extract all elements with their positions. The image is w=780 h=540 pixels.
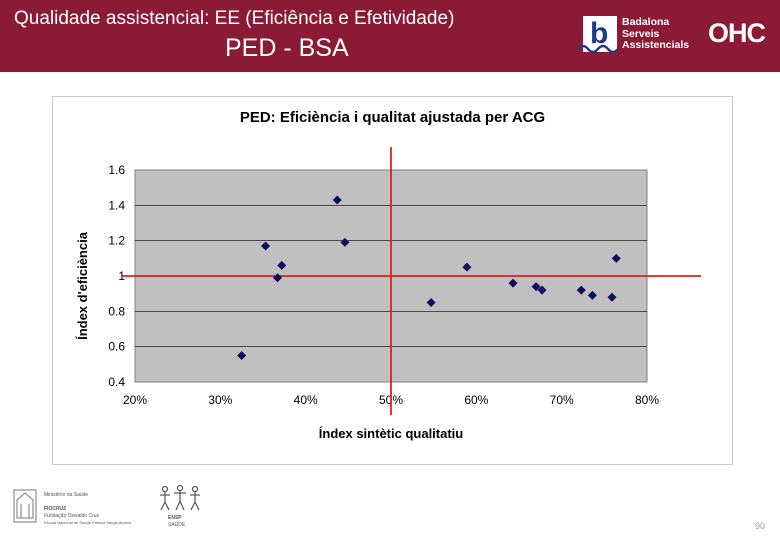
chart-title: PED: Eficiència i qualitat ajustada per …: [240, 109, 545, 126]
y-tick-label: 1.2: [108, 234, 125, 248]
data-point: [587, 290, 597, 300]
x-tick-label: 70%: [550, 393, 574, 407]
footer-school-text: Escola Nacional de Saúde Pública Sergio …: [44, 520, 132, 525]
data-point: [273, 273, 283, 283]
footer-ensp-text: ENSP: [168, 515, 182, 521]
page-number: 90: [755, 521, 766, 531]
data-point: [332, 195, 342, 205]
data-point: [237, 351, 247, 360]
footer-health-text: SAÚDE: [168, 522, 186, 528]
y-axis-label: Índex d'eficiència: [75, 231, 90, 340]
y-tick-label: 1.6: [108, 163, 125, 177]
y-tick-label: 0.4: [108, 375, 125, 389]
data-point: [426, 298, 436, 307]
badalona-logo-text: Badalona Serveis Assistencials: [622, 16, 690, 51]
y-tick-label: 1.4: [108, 198, 125, 212]
ohc-logo: OHC: [708, 18, 766, 48]
x-tick-label: 60%: [464, 393, 488, 407]
chart-container: PED: Eficiència i qualitat ajustada per …: [52, 96, 733, 465]
x-tick-label: 80%: [635, 393, 659, 407]
x-tick-label: 20%: [123, 393, 147, 407]
badalona-logo: b Badalona Serveis Assistencials: [578, 16, 706, 54]
y-tick-label: 0.8: [108, 304, 125, 318]
badalona-logo-letter: b: [590, 17, 609, 50]
footer-foundation-text: Fundação Oswaldo Cruz: [44, 513, 100, 519]
data-point: [340, 237, 350, 247]
x-axis-label: Índex sintètic qualitatiu: [319, 426, 464, 441]
data-point: [531, 282, 541, 292]
footer-fiocruz-text: FIOCRUZ: [44, 506, 67, 512]
data-point: [462, 262, 472, 272]
data-point: [607, 292, 617, 302]
data-point: [508, 278, 518, 288]
slide-title: Qualidade assistencial: EE (Eficiência e…: [14, 8, 455, 29]
ensp-logo: ENSP SAÚDE: [150, 484, 210, 530]
footer-ministry-text: Ministério da Saúde: [44, 492, 89, 498]
scatter-chart: PED: Eficiència i qualitat ajustada per …: [75, 109, 701, 441]
fiocruz-logo: Ministério da Saúde FIOCRUZ Fundação Osw…: [12, 486, 142, 528]
y-tick-label: 0.6: [108, 340, 125, 354]
ministry-emblem-icon: [13, 489, 37, 523]
data-point: [277, 260, 287, 270]
data-point: [537, 285, 547, 295]
slide-subtitle: PED - BSA: [225, 34, 349, 62]
ensp-figures-icon: [160, 484, 200, 511]
data-point: [261, 241, 271, 251]
x-tick-label: 40%: [294, 393, 318, 407]
x-tick-label: 30%: [208, 393, 232, 407]
badalona-wave-icon: [578, 44, 618, 53]
slide-header: Qualidade assistencial: EE (Eficiência e…: [0, 0, 780, 72]
data-point: [576, 285, 586, 295]
